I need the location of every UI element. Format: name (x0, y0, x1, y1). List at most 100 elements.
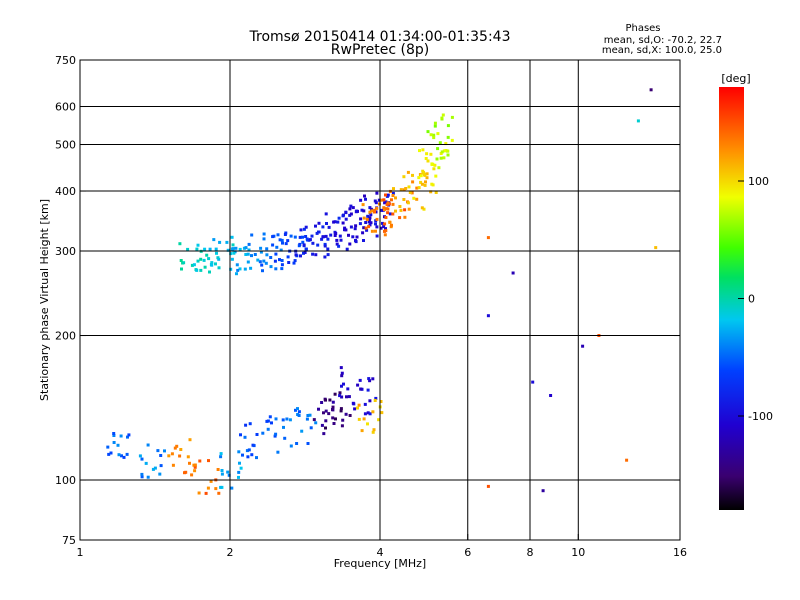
data-point (230, 486, 234, 490)
data-point (362, 216, 366, 220)
data-point (241, 453, 244, 457)
data-point (107, 452, 111, 456)
data-point (351, 401, 355, 405)
data-point (247, 242, 251, 246)
data-point (364, 221, 368, 224)
data-point (363, 194, 366, 198)
data-point (649, 88, 653, 92)
data-point (356, 383, 360, 387)
data-point (323, 244, 327, 248)
x-tick-label: 10 (571, 546, 585, 559)
data-point (388, 212, 392, 216)
data-point (243, 267, 247, 271)
data-point (269, 256, 273, 259)
data-point (212, 238, 216, 242)
data-point (343, 226, 347, 230)
data-point (433, 163, 437, 167)
data-point (297, 414, 301, 417)
data-point (334, 232, 338, 235)
data-point (311, 241, 315, 245)
data-point (332, 422, 336, 425)
data-point (146, 475, 150, 479)
data-point (417, 176, 421, 180)
data-point (317, 221, 321, 225)
data-point (237, 470, 241, 474)
data-point (374, 229, 377, 233)
x-tick-label: 16 (673, 546, 687, 559)
data-point (327, 225, 331, 229)
data-point (243, 435, 247, 439)
data-point (364, 226, 368, 230)
data-point (434, 174, 438, 178)
data-point (363, 412, 367, 416)
data-point (120, 454, 123, 458)
data-point (246, 455, 250, 459)
data-point (163, 449, 166, 453)
data-point (269, 265, 273, 269)
data-point (179, 448, 183, 451)
data-point (304, 235, 308, 238)
data-point (217, 266, 221, 270)
data-point (422, 207, 426, 211)
data-point (429, 152, 433, 156)
data-point (284, 242, 288, 246)
data-point (353, 407, 357, 411)
data-point (140, 475, 144, 479)
data-point (156, 449, 160, 453)
data-point (431, 183, 435, 187)
data-point (289, 234, 293, 238)
data-point (433, 124, 437, 128)
data-point (112, 432, 116, 435)
data-point (368, 223, 372, 227)
data-point (363, 402, 367, 406)
data-point (281, 418, 285, 422)
data-point (314, 253, 318, 257)
data-point (188, 461, 191, 465)
data-point (218, 240, 222, 244)
data-point (273, 434, 277, 438)
data-point (391, 212, 395, 216)
data-point (195, 247, 199, 251)
data-point (206, 486, 210, 490)
data-point (282, 425, 285, 429)
data-point (367, 377, 371, 381)
data-point (324, 234, 328, 238)
data-point (336, 220, 340, 224)
data-point (196, 243, 200, 247)
data-point (339, 409, 343, 413)
data-point (386, 201, 390, 205)
data-point (334, 417, 337, 421)
data-point (231, 243, 235, 247)
data-point (109, 451, 113, 455)
data-point (323, 255, 327, 259)
data-point (332, 220, 336, 224)
data-point (349, 225, 353, 229)
data-point (383, 201, 387, 205)
data-point (210, 263, 214, 267)
data-point (303, 251, 307, 254)
data-point (415, 186, 419, 190)
stats-o: mean, sd,O: -70.2, 22.7 (604, 35, 722, 46)
data-point (226, 248, 230, 252)
data-point (219, 452, 223, 456)
data-point (394, 196, 397, 200)
data-point (367, 220, 371, 224)
x-tick-label: 8 (527, 546, 534, 559)
data-point (362, 417, 366, 421)
y-axis-label: Stationary phase Virtual Height [km] (38, 199, 51, 401)
data-point (349, 204, 353, 208)
data-point (344, 412, 348, 416)
data-point (625, 458, 629, 462)
data-point (280, 259, 284, 262)
y-tick-label: 200 (55, 330, 76, 343)
data-point (486, 236, 490, 240)
data-point (302, 227, 306, 231)
data-point (216, 468, 220, 471)
data-point (179, 259, 183, 262)
data-point (244, 246, 248, 250)
data-point (442, 149, 446, 153)
data-point (199, 268, 203, 272)
data-point (276, 233, 280, 237)
data-point (324, 426, 327, 430)
data-point (654, 246, 658, 250)
